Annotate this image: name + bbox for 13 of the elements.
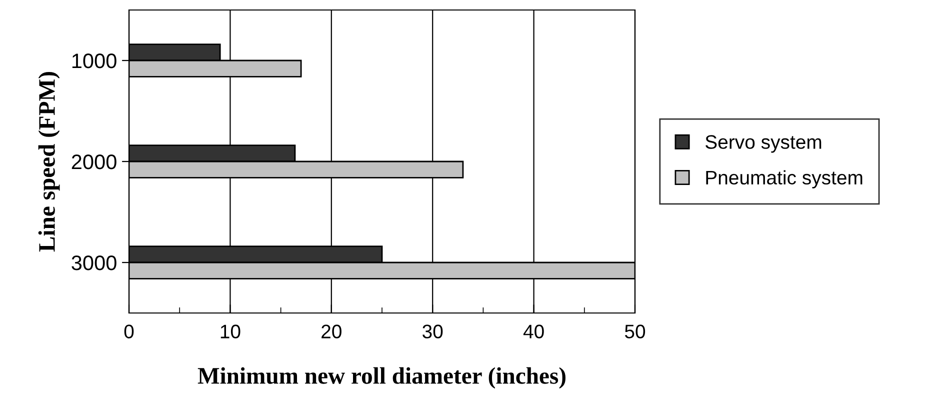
x-tick-label: 20 (322, 324, 342, 338)
x-tick-label: 10 (220, 324, 240, 338)
x-tick-label: 30 (422, 324, 443, 338)
x-axis-title: Minimum new roll diameter (inches) (198, 367, 566, 389)
y-tick-label: 1000 (72, 54, 116, 68)
y-axis-title: Line speed (FPM) (38, 72, 60, 252)
legend-label: Pneumatic system (706, 170, 862, 188)
y-tick-label: 3000 (72, 256, 116, 270)
legend-label: Servo system (706, 135, 822, 153)
x-tick-label: 0 (124, 324, 134, 338)
x-tick-label: 50 (624, 324, 646, 338)
y-tick-label: 2000 (72, 154, 116, 170)
x-tick-label: 40 (523, 324, 544, 338)
